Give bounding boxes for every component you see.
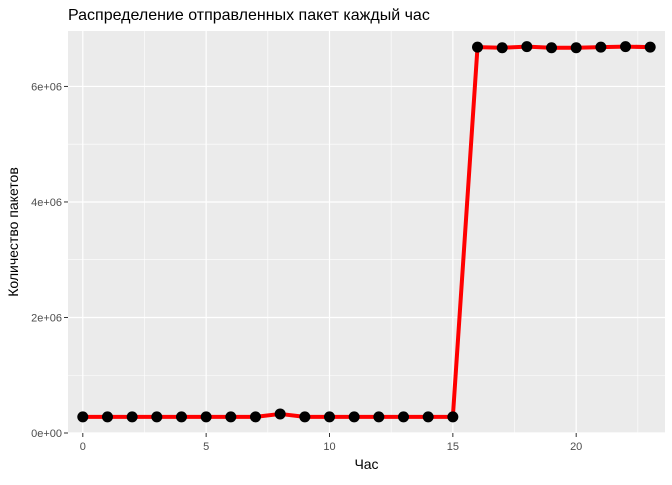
y-axis: 0e+00 2e+06 4e+06 6e+06 xyxy=(31,81,68,440)
data-point xyxy=(496,42,508,54)
y-tick-label: 0e+00 xyxy=(31,428,62,440)
y-tick-label: 4e+06 xyxy=(31,197,62,209)
x-tick-label: 15 xyxy=(447,441,459,453)
data-point xyxy=(101,411,113,423)
data-point xyxy=(422,411,434,423)
plot-panel xyxy=(68,31,665,433)
data-point xyxy=(249,411,261,423)
data-point xyxy=(595,41,607,53)
data-point xyxy=(175,411,187,423)
data-point xyxy=(521,41,533,53)
data-point xyxy=(620,41,632,53)
data-point xyxy=(77,411,89,423)
data-point xyxy=(323,411,335,423)
x-tick-label: 5 xyxy=(203,441,209,453)
data-point xyxy=(644,41,656,53)
data-point xyxy=(200,411,212,423)
x-axis-label: Час xyxy=(354,456,378,472)
points-layer xyxy=(77,41,656,423)
x-tick-label: 20 xyxy=(570,441,582,453)
data-point xyxy=(546,42,558,54)
chart-title: Распределение отправленных пакет каждый … xyxy=(68,7,430,24)
data-point xyxy=(472,41,484,53)
x-tick-label: 10 xyxy=(323,441,335,453)
data-point xyxy=(151,411,163,423)
grid-major xyxy=(68,31,665,434)
x-tick-label: 0 xyxy=(80,441,86,453)
x-axis: 0 5 10 15 20 xyxy=(80,433,582,453)
data-point xyxy=(225,411,237,423)
data-point xyxy=(447,411,459,423)
data-point xyxy=(348,411,360,423)
data-point xyxy=(373,411,385,423)
data-point xyxy=(570,42,582,54)
data-point xyxy=(126,411,138,423)
data-point xyxy=(274,408,286,420)
grid-minor xyxy=(68,31,665,433)
data-point xyxy=(299,411,311,423)
y-axis-label: Количество пакетов xyxy=(5,167,21,297)
y-tick-label: 6e+06 xyxy=(31,81,62,93)
data-point xyxy=(398,411,410,423)
y-tick-label: 2e+06 xyxy=(31,312,62,324)
